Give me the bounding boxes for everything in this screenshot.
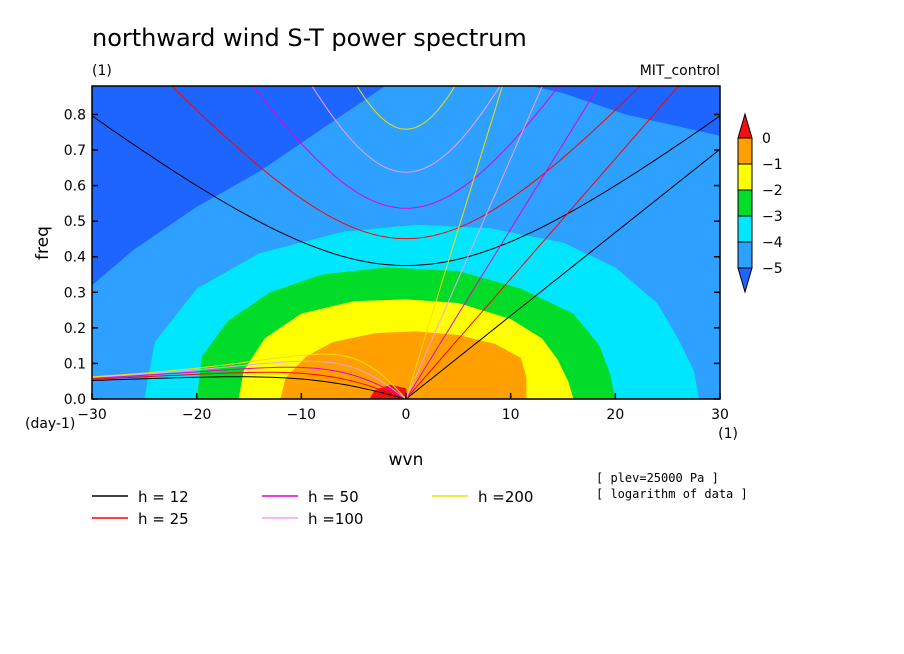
y-tick-label: 0.0 — [64, 392, 86, 408]
legend: h = 12 h = 25 h = 50 h =100 h =200 — [92, 488, 533, 528]
colorbar-swatch — [737, 163, 753, 191]
y-tick-label: 0.8 — [64, 107, 86, 123]
colorbar-bottom-arrow — [737, 267, 753, 294]
plot-area — [91, 85, 721, 400]
colorbar-tick-label: −2 — [762, 183, 783, 199]
colorbar: 0 −1 −2 −3 −4 −5 — [737, 112, 783, 294]
y-tick-label: 0.2 — [64, 321, 86, 337]
colorbar-swatch — [737, 215, 753, 243]
contour-region — [280, 331, 527, 399]
y-tick-label: 0.7 — [64, 143, 86, 159]
y-tick-label: 0.5 — [64, 214, 86, 230]
y-unit-label: (day-1) — [25, 416, 75, 432]
rossby-curve-h12 — [92, 376, 407, 399]
rossby-curve-h25 — [92, 371, 407, 399]
x-axis-label: wvn — [389, 450, 424, 470]
x-tick-label: 10 — [502, 407, 520, 423]
kelvin-curve-h100 — [405, 86, 543, 399]
y-axis: 0.0 0.1 0.2 0.3 0.4 0.5 0.6 0.7 0.8 — [64, 107, 720, 408]
x-tick-label: 30 — [711, 407, 729, 423]
chart-title: northward wind S-T power spectrum — [92, 24, 527, 52]
y-tick-label: 0.6 — [64, 179, 86, 195]
kelvin-curve-h12 — [405, 148, 720, 399]
legend-label: h =200 — [478, 488, 533, 506]
rossby-curve-h50 — [92, 366, 407, 399]
legend-label: h =100 — [308, 510, 363, 528]
subtitle-left: (1) — [92, 63, 112, 79]
colorbar-tick-label: −4 — [762, 235, 783, 251]
gravity-curve-h12 — [92, 115, 720, 266]
y-axis-label: freq — [33, 226, 53, 260]
legend-label: h = 25 — [138, 510, 189, 528]
gravity-curve-h25 — [171, 86, 641, 240]
colorbar-swatch — [737, 137, 753, 165]
rossby-curve-h100 — [92, 360, 407, 399]
legend-label: h = 50 — [308, 488, 359, 506]
log-note: [ logarithm of data ] — [596, 487, 748, 501]
x-tick-label: −10 — [287, 407, 317, 423]
plev-note: [ plev=25000 Pa ] — [596, 471, 719, 485]
kelvin-curve-h200 — [405, 86, 503, 399]
colorbar-tick-label: 0 — [762, 131, 771, 147]
x-tick-label: −30 — [77, 407, 107, 423]
colorbar-tick-label: −1 — [762, 157, 783, 173]
kelvin-curve-h50 — [405, 86, 600, 399]
y-tick-label: 0.1 — [64, 356, 86, 372]
kelvin-curve-h25 — [405, 86, 680, 399]
x-axis: −30 −20 −10 0 10 20 30 — [77, 393, 729, 423]
colorbar-swatch — [737, 241, 753, 269]
y-tick-label: 0.4 — [64, 250, 86, 266]
x-unit-label: (1) — [718, 426, 738, 442]
subtitle-right: MIT_control — [640, 63, 720, 79]
rossby-curve-h200 — [92, 353, 407, 399]
colorbar-swatch — [737, 189, 753, 217]
gravity-curve-h100 — [311, 86, 501, 173]
gravity-curve-h200 — [356, 86, 456, 130]
x-tick-label: −20 — [182, 407, 212, 423]
x-tick-label: 20 — [606, 407, 624, 423]
legend-label: h = 12 — [138, 488, 189, 506]
colorbar-tick-label: −5 — [762, 261, 783, 277]
gravity-curve-h50 — [252, 86, 560, 209]
x-tick-label: 0 — [402, 407, 411, 423]
y-tick-label: 0.3 — [64, 285, 86, 301]
colorbar-tick-label: −3 — [762, 209, 783, 225]
